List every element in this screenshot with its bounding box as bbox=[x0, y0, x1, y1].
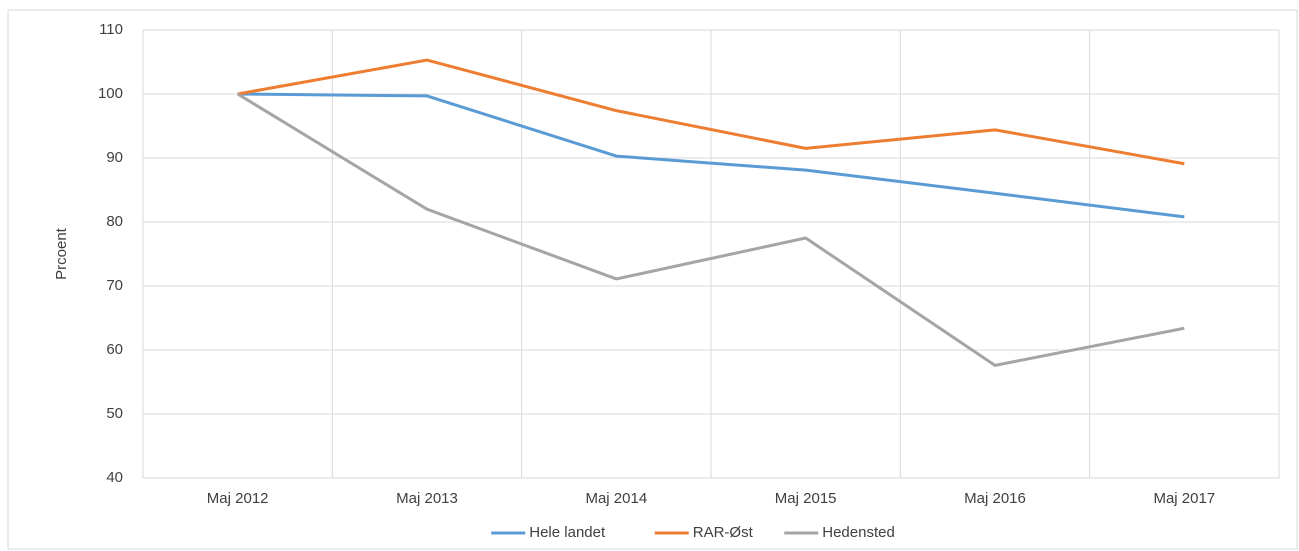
y-tick-label: 60 bbox=[106, 341, 123, 358]
x-tick-label: Maj 2012 bbox=[207, 490, 269, 507]
y-tick-label: 50 bbox=[106, 405, 123, 422]
series-line bbox=[237, 58, 1185, 166]
legend-label: RAR-Øst bbox=[693, 524, 754, 541]
y-tick-label: 100 bbox=[98, 85, 123, 102]
x-tick-label: Maj 2017 bbox=[1153, 490, 1215, 507]
x-tick-label: Maj 2013 bbox=[396, 490, 458, 507]
y-tick-label: 110 bbox=[99, 21, 123, 38]
y-tick-label: 90 bbox=[106, 149, 123, 166]
y-axis-label: Prcoent bbox=[53, 227, 70, 280]
series-line bbox=[236, 92, 1185, 367]
y-tick-label: 80 bbox=[106, 213, 123, 230]
y-tick-label: 40 bbox=[106, 469, 123, 486]
x-tick-label: Maj 2016 bbox=[964, 490, 1026, 507]
legend-label: Hedensted bbox=[822, 524, 895, 541]
series-line bbox=[237, 92, 1185, 219]
y-tick-label: 70 bbox=[106, 277, 123, 294]
chart-frame bbox=[7, 9, 1298, 550]
legend-label: Hele landet bbox=[529, 524, 606, 541]
x-tick-label: Maj 2014 bbox=[585, 490, 647, 507]
x-tick-label: Maj 2015 bbox=[775, 490, 837, 507]
